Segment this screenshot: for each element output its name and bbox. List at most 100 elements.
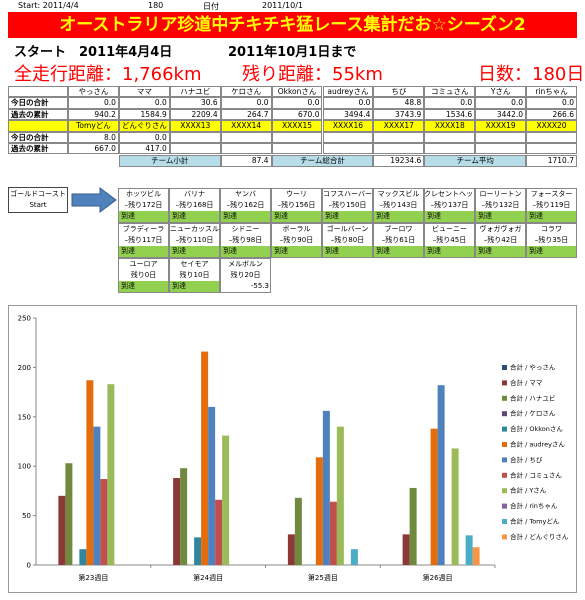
legend-swatch (502, 457, 507, 463)
bar (93, 426, 101, 565)
x-tick-label: 第26週目 (423, 573, 453, 582)
end-date: 2011/10/1 (262, 1, 304, 10)
legend-swatch (502, 365, 507, 370)
column-header: ハナユビ (169, 86, 221, 98)
city-remaining: –残り143日 (379, 201, 418, 209)
city-remaining: –残り80日 (330, 236, 365, 244)
y-tick-label: 100 (18, 463, 31, 471)
city-status: 到達 (374, 246, 423, 257)
bar (287, 534, 295, 565)
y-tick-label: 200 (18, 364, 31, 372)
legend-label: 合計 / ケロさん (510, 409, 556, 418)
city-name: フォースター (530, 190, 573, 198)
legend-swatch (502, 472, 507, 478)
table-cell: 48.8 (373, 97, 425, 109)
city-remaining: –残り45日 (432, 236, 467, 244)
days-count: 180 (148, 1, 164, 10)
city-name: ボーラル (282, 225, 311, 233)
bar (329, 501, 337, 565)
city-status: 到達 (374, 211, 423, 222)
city-cell (118, 223, 169, 258)
city-cell (169, 188, 220, 223)
bar (336, 426, 344, 565)
city-cell (526, 223, 577, 258)
city-remaining: –残り117日 (124, 236, 163, 244)
column-header: XXXX20 (526, 120, 577, 132)
city-remaining: 残り0日 (130, 271, 157, 279)
city-cell (373, 188, 424, 223)
city-status: 到達 (119, 281, 168, 292)
table-cell: 0.0 (271, 97, 323, 109)
city-status: 到達 (272, 246, 321, 257)
city-status: 到達 (119, 211, 168, 222)
city-remaining: –残り150日 (328, 201, 367, 209)
table-cell: 266.6 (526, 108, 577, 121)
legend-swatch (502, 395, 507, 401)
city-remaining: –残り61日 (381, 236, 416, 244)
bar (180, 468, 188, 565)
column-header: XXXX17 (373, 120, 425, 132)
legend-swatch (502, 534, 507, 540)
bar (58, 495, 66, 565)
city-name: メルボルン (228, 260, 263, 268)
city-status: 到達 (170, 281, 219, 292)
footer-value: 1710.7 (526, 155, 577, 167)
bar (322, 410, 330, 565)
table-cell (475, 131, 527, 143)
city-cell (118, 188, 169, 223)
city-status: 到達 (527, 246, 576, 257)
city-status: 到達 (323, 246, 372, 257)
city-status: 到達 (476, 246, 525, 257)
city-name: バリナ (184, 190, 205, 198)
x-tick-label: 第23週目 (78, 573, 108, 582)
city-cell (220, 223, 271, 258)
legend-swatch (502, 411, 507, 417)
city-remaining: –残り119日 (532, 201, 571, 209)
legend-label: 合計 / ちび (510, 455, 543, 464)
table-cell: 3442.0 (475, 108, 527, 121)
date-label: 日付 (203, 2, 219, 11)
day-count: 日数：180日 (478, 64, 585, 85)
column-header: XXXX16 (322, 120, 374, 132)
column-header: XXXX13 (169, 120, 221, 132)
city-name: ユーロア (129, 260, 158, 268)
period-start: スタート 2011年4月4日 (14, 45, 173, 60)
city-name: マックスビル (377, 190, 420, 198)
city-cell (271, 223, 322, 258)
legend-label: 合計 / どんぐりさん (510, 532, 569, 541)
city-cell (169, 258, 220, 293)
legend-swatch (502, 380, 507, 386)
city-cell (118, 258, 169, 293)
start-text: Start (29, 201, 47, 209)
city-remaining: –残り98日 (228, 236, 263, 244)
column-header: ママ (118, 86, 170, 98)
table-cell (322, 143, 374, 155)
legend-label: 合計 / コミュさん (510, 470, 562, 479)
bar (86, 380, 94, 565)
city-note: -55.3 (250, 282, 269, 290)
header-blank (8, 120, 68, 132)
city-name: ヴォガヴォガ (479, 225, 522, 233)
table-cell (169, 131, 221, 143)
table-cell: 940.2 (68, 108, 119, 121)
table-cell (169, 143, 221, 155)
table-cell: 0.0 (322, 97, 374, 109)
city-name: ニューカッスル (170, 225, 219, 233)
legend-label: 合計 / rinちゃん (510, 501, 558, 510)
city-remaining: –残り168日 (175, 201, 214, 209)
legend-swatch (502, 503, 507, 509)
city-status: 到達 (425, 246, 474, 257)
period-end: 2011年10月1日まで (228, 45, 357, 60)
table-cell: 264.7 (220, 108, 272, 121)
city-cell (169, 223, 220, 258)
city-status: 到達 (221, 211, 270, 222)
city-name: ホッツビル (126, 190, 161, 198)
bar (294, 497, 302, 565)
bar (315, 457, 323, 565)
bar (465, 535, 473, 565)
legend-label: 合計 / やっさん (510, 363, 556, 372)
table-cell (322, 131, 374, 143)
city-name: コフスハーバー (323, 190, 372, 198)
legend-label: 合計 / ハナユビ (510, 393, 555, 402)
city-cell (373, 223, 424, 258)
